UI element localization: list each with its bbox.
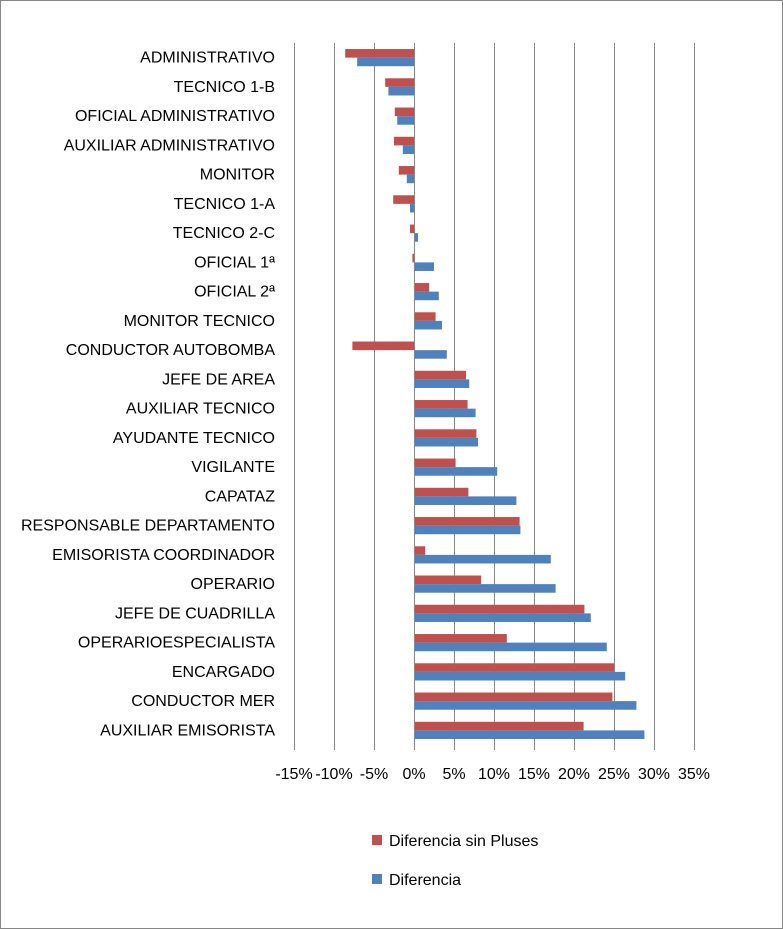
bar xyxy=(414,350,447,359)
bar xyxy=(394,107,414,117)
bar xyxy=(414,663,614,672)
category-label: CONDUCTOR MER xyxy=(131,693,275,710)
bar xyxy=(385,78,414,87)
bar xyxy=(414,701,637,710)
bars xyxy=(345,49,645,739)
bar xyxy=(414,575,482,585)
category-label: RESPONSABLE DEPARTAMENTO xyxy=(21,518,275,535)
category-label: OFICIAL 2ª xyxy=(194,284,275,301)
bar xyxy=(414,496,517,505)
category-label: TECNICO 1-A xyxy=(174,196,276,213)
category-label: OFICIAL 1ª xyxy=(194,254,275,271)
bar xyxy=(414,546,426,555)
bar xyxy=(414,721,584,731)
bar xyxy=(412,253,414,263)
category-label: TECNICO 1-B xyxy=(174,79,275,96)
bar xyxy=(414,370,466,380)
category-label: AUXILIAR ADMINISTRATIVO xyxy=(64,137,275,154)
bar xyxy=(414,730,645,739)
bar xyxy=(414,379,470,388)
value-axis: -15% -10% -5% 0% 5% 10% 15% 20% 25% 30% 35% xyxy=(275,43,710,783)
tick-label: 0% xyxy=(402,766,425,783)
bar xyxy=(414,642,607,652)
tick-label: 15% xyxy=(518,766,550,783)
category-label: EMISORISTA COORDINADOR xyxy=(52,547,275,564)
tick-label: 20% xyxy=(558,766,590,783)
category-label: JEFE DE AREA xyxy=(162,371,275,388)
category-label: ADMINISTRATIVO xyxy=(140,50,275,67)
bar xyxy=(414,291,439,301)
category-label: OPERARIOESPECIALISTA xyxy=(78,635,275,652)
bar xyxy=(414,312,436,321)
bar xyxy=(414,671,626,681)
bar xyxy=(414,320,442,330)
bar xyxy=(414,487,469,497)
bar xyxy=(388,86,414,96)
bar xyxy=(414,525,521,535)
legend-swatch xyxy=(372,874,382,884)
category-label: MONITOR TECNICO xyxy=(124,313,275,330)
category-label: OFICIAL ADMINISTRATIVO xyxy=(75,108,275,125)
bar xyxy=(410,203,414,213)
bar xyxy=(414,467,498,476)
legend-label: Diferencia xyxy=(389,872,461,889)
category-label: AUXILIAR EMISORISTA xyxy=(100,722,275,739)
bar xyxy=(414,233,418,242)
bar xyxy=(414,692,613,702)
bar xyxy=(414,554,551,564)
bar xyxy=(414,283,430,292)
gridlines xyxy=(294,43,695,745)
category-label: JEFE DE CUADRILLA xyxy=(115,605,275,622)
bar xyxy=(414,517,520,526)
category-label: AYUDANTE TECNICO xyxy=(113,430,275,447)
category-label: CAPATAZ xyxy=(205,488,275,505)
bar xyxy=(402,145,414,154)
tick-label: 30% xyxy=(638,766,670,783)
bar xyxy=(414,613,591,622)
category-label: MONITOR xyxy=(200,167,275,184)
tick-label: -15% xyxy=(275,766,312,783)
tick-label: 25% xyxy=(598,766,630,783)
bar xyxy=(414,604,585,614)
bar xyxy=(357,57,414,67)
legend-label: Diferencia sin Pluses xyxy=(389,833,538,850)
bar xyxy=(414,400,468,409)
bar xyxy=(406,174,414,184)
tick-label: 35% xyxy=(678,766,710,783)
bar xyxy=(414,437,478,447)
tick-label: -10% xyxy=(315,766,352,783)
legend: Diferencia sin Pluses Diferencia xyxy=(372,833,538,889)
category-label: OPERARIO xyxy=(191,576,275,593)
category-label: AUXILIAR TECNICO xyxy=(126,401,275,418)
bar xyxy=(414,262,434,271)
category-label: ENCARGADO xyxy=(172,664,275,681)
bar xyxy=(393,195,414,204)
category-label: CONDUCTOR AUTOBOMBA xyxy=(66,342,276,359)
bar xyxy=(345,49,414,58)
legend-swatch xyxy=(372,835,382,845)
tick-label: 10% xyxy=(478,766,510,783)
bar xyxy=(410,224,414,234)
bar xyxy=(352,341,414,351)
bar xyxy=(414,584,556,593)
tick-label: 5% xyxy=(442,766,465,783)
bar xyxy=(398,166,414,175)
category-label: TECNICO 2-C xyxy=(173,225,275,242)
bar xyxy=(414,408,476,418)
bar xyxy=(397,116,414,125)
bar xyxy=(414,429,477,438)
tick-label: -5% xyxy=(360,766,388,783)
bar xyxy=(414,458,456,468)
bar xyxy=(394,136,414,146)
category-labels: ADMINISTRATIVO TECNICO 1-B OFICIAL ADMINIS… xyxy=(21,50,275,740)
bar xyxy=(414,634,507,643)
category-label: VIGILANTE xyxy=(191,459,275,476)
